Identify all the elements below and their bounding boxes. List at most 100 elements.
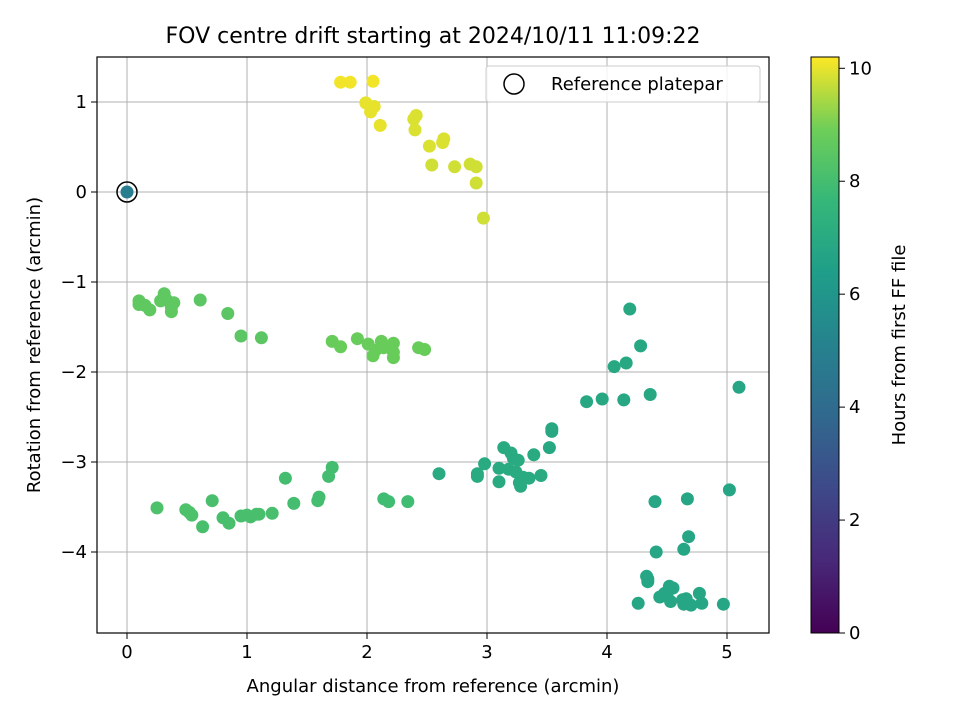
data-point (448, 160, 462, 174)
data-point (278, 471, 292, 485)
data-point (545, 422, 559, 436)
data-point (373, 118, 387, 132)
colorbar-label: Hours from first FF file (889, 245, 910, 446)
data-point (469, 160, 483, 174)
y-axis-label: Rotation from reference (arcmin) (24, 197, 45, 493)
data-point (695, 596, 709, 610)
x-tick-label: 1 (241, 642, 252, 663)
data-point (534, 469, 548, 482)
data-point (265, 506, 279, 520)
data-point (150, 501, 164, 515)
y-tick-label: −1 (60, 272, 87, 293)
data-point (386, 351, 400, 365)
colorbar-gradient (810, 56, 840, 634)
plot-frame (96, 56, 770, 634)
legend: Reference platepar (485, 65, 761, 103)
data-point (634, 339, 648, 353)
chart-title: FOV centre drift starting at 2024/10/11 … (166, 24, 701, 49)
data-points (132, 74, 746, 612)
x-axis-label: Angular distance from reference (arcmin) (247, 676, 620, 697)
data-point (677, 542, 691, 556)
legend-label: Reference platepar (551, 74, 723, 95)
data-point (511, 453, 525, 467)
legend-marker-icon (503, 73, 525, 95)
data-point (350, 332, 364, 346)
data-point (492, 461, 506, 475)
data-point (436, 136, 450, 149)
data-point (631, 596, 645, 610)
data-point (364, 105, 378, 119)
reference-platepar-marker (116, 181, 138, 203)
legend-box (485, 65, 761, 103)
data-point (580, 395, 594, 409)
data-point (716, 597, 730, 611)
data-point (617, 393, 631, 407)
x-axis-ticks: 0 1 2 3 4 5 (121, 633, 733, 663)
grid-lines (97, 57, 769, 633)
data-point (522, 471, 536, 485)
data-point (196, 520, 210, 534)
data-point (476, 211, 490, 225)
y-tick-label: −4 (60, 542, 87, 563)
data-point (408, 123, 422, 137)
data-point (382, 495, 396, 509)
data-point (193, 293, 207, 307)
data-point (469, 176, 483, 190)
x-tick-label: 2 (361, 642, 372, 663)
data-point (692, 586, 706, 600)
data-point (221, 307, 235, 320)
data-point (143, 303, 157, 317)
reference-marker-layer (116, 181, 138, 203)
data-point (680, 492, 694, 506)
data-point (732, 380, 746, 394)
colorbar-tick-label: 0 (849, 623, 860, 644)
data-point (643, 388, 657, 401)
colorbar: 0 2 4 6 8 10 Hours from first FF file (810, 56, 910, 644)
data-point (386, 336, 400, 350)
data-point (648, 495, 662, 509)
colorbar-ticks: 0 2 4 6 8 10 (839, 58, 872, 644)
y-tick-label: −2 (60, 362, 87, 383)
data-point (334, 340, 348, 354)
y-tick-label: −3 (60, 452, 87, 473)
data-point (478, 457, 492, 471)
data-point (422, 139, 436, 153)
data-point (234, 329, 248, 343)
data-point (334, 75, 348, 89)
data-point (641, 575, 655, 589)
data-point (664, 595, 678, 608)
data-point (120, 185, 134, 199)
data-point (722, 483, 736, 497)
colorbar-tick-label: 10 (849, 58, 872, 79)
data-point (666, 581, 680, 595)
data-point (164, 305, 178, 319)
colorbar-tick-label: 6 (849, 284, 860, 305)
data-point (312, 490, 326, 504)
data-point (619, 356, 633, 370)
colorbar-tick-label: 8 (849, 171, 860, 192)
x-tick-label: 5 (721, 642, 732, 663)
data-point (527, 448, 541, 462)
data-point (287, 496, 301, 510)
data-point (432, 467, 446, 481)
data-point (366, 74, 380, 88)
x-tick-label: 3 (481, 642, 492, 663)
data-point (425, 158, 439, 172)
data-point (254, 331, 268, 345)
data-point (542, 441, 556, 455)
data-point (205, 494, 219, 508)
y-tick-label: 1 (76, 92, 87, 113)
data-point (607, 360, 621, 374)
data-point (623, 302, 637, 316)
x-tick-label: 0 (121, 642, 132, 663)
data-point (343, 75, 357, 89)
data-point (185, 508, 199, 522)
y-tick-label: 0 (76, 182, 87, 203)
data-point (222, 516, 236, 530)
data-point (595, 392, 609, 406)
data-point (409, 109, 423, 122)
colorbar-tick-label: 2 (849, 510, 860, 531)
x-tick-label: 4 (601, 642, 612, 663)
data-point (682, 530, 696, 544)
data-point (418, 343, 432, 356)
